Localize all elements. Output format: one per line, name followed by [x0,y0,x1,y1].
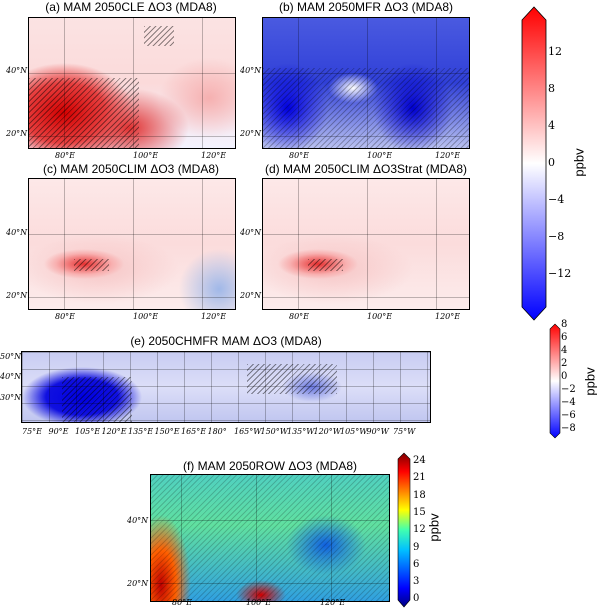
colorbar-1-tick: 12 [548,45,562,58]
panel-c-lon: 120°E [201,312,227,321]
panel-f-map [150,474,390,602]
panel-e-lon-label: 150°W [260,427,289,436]
colorbar-3-tick: 21 [413,472,426,484]
panel-a-lat-20: 20°N [6,129,28,138]
panel-a-lon: 100°E [133,151,159,160]
colorbar-3-tick: 0 [413,593,420,605]
colorbar-3-tick: 12 [413,524,426,536]
colorbar-1-tick: −8 [548,230,565,243]
panel-c-lat-40: 40°N [6,228,28,237]
colorbar-3-tick: 24 [413,455,426,466]
panel-c-lat-20: 20°N [6,291,28,300]
panel-e-lat: 40°N [0,372,22,381]
panel-b-lat-40: 40°N [240,66,262,75]
panel-e-lon-label: 135°W [287,427,315,436]
colorbar-3-unit: ppbv [426,513,442,542]
panel-e-lon-label: 75°W [393,427,416,436]
panel-e-lon-label: 90°E [48,427,69,436]
panel-a-map [28,17,236,149]
colorbar-3-tick: 15 [413,506,426,518]
panel-e-lon-label: 180° [207,427,227,436]
panel-c-lon: 80°E [55,312,76,321]
colorbar-1-tick: −4 [548,193,565,206]
panel-e-lon-label: 90°W [366,427,389,436]
panel-c-map [28,178,236,310]
colorbar-3-tick: 18 [413,489,426,501]
panel-e-lon-label: 120°W [313,427,342,436]
panel-f-lat-20: 20°N [127,579,149,588]
panel-d-map [262,178,470,310]
colorbar-2-tick: −8 [561,423,576,434]
panel-d-lat-40: 40°N [240,228,262,237]
colorbar-1-tick: −12 [548,267,572,280]
colorbar-2-tick: 0 [561,371,568,382]
colorbar-2-tick: 4 [561,345,568,356]
panel-b-map [262,17,470,149]
panel-d-title: (d) MAM 2050CLIM ΔO3Strat (MDA8) [264,162,468,176]
panel-f-title: (f) MAM 2050ROW ΔO3 (MDA8) [182,459,358,473]
panel-f-lon: 120°E [320,598,346,607]
panel-e-lon-label: 105°W [340,427,368,436]
panel-c-title: (c) MAM 2050CLIM ΔO3 (MDA8) [42,162,220,176]
colorbar-2-tick: −2 [561,384,576,395]
panel-b-lon: 120°E [435,151,461,160]
colorbar-3-tick: 3 [413,576,420,588]
panel-b-lon: 80°E [289,151,310,160]
panel-b-lon: 100°E [367,151,393,160]
panel-e-lon-label: 165°E [181,427,207,436]
colorbar-2-tick: 2 [561,358,568,369]
panel-f-lat-40: 40°N [127,516,149,525]
panel-a-lon: 80°E [55,151,76,160]
panel-e-lon-label: 165°W [234,427,262,436]
panel-b-title: (b) MAM 2050MFR ΔO3 (MDA8) [278,0,454,14]
panel-e-lon-label: 75°E [22,427,43,436]
colorbar-1-tick: 4 [548,119,555,132]
panel-e-lon-label: 150°E [154,427,180,436]
panel-d-lon: 100°E [367,312,393,321]
colorbar-1-tick: 0 [548,156,555,169]
panel-e-map [21,351,431,423]
colorbar-2-unit: ppbv [582,367,598,396]
colorbar-3-tick: 6 [413,558,420,570]
colorbar-1-unit: ppbv [571,148,587,177]
colorbar-3 [397,452,411,608]
panel-d-lat-20: 20°N [240,291,262,300]
colorbar-2-tick: −6 [561,410,576,421]
panel-e-lat: 30°N [0,393,22,402]
panel-e-title: (e) 2050CHMFR MAM ΔO3 (MDA8) [130,334,322,348]
panel-b-lat-20: 20°N [240,129,262,138]
panel-f-lon: 100°E [246,598,272,607]
colorbar-2-tick: −4 [561,397,576,408]
panel-a-lat-40: 40°N [6,66,28,75]
colorbar-2 [549,323,561,439]
colorbar-2-tick: 8 [561,319,568,330]
panel-c-lon: 100°E [133,312,159,321]
colorbar-2-tick: 6 [561,332,568,343]
panel-a-lon: 120°E [201,151,227,160]
panel-a-title: (a) MAM 2050CLE ΔO3 (MDA8) [45,0,217,14]
panel-e-lon-label: 135°E [128,427,154,436]
panel-d-lon: 80°E [289,312,310,321]
panel-d-lon: 120°E [435,312,461,321]
panel-e-lon-label: 105°E [75,427,101,436]
colorbar-1 [521,6,547,321]
panel-e-lon-label: 120°E [101,427,127,436]
panel-e-lat: 50°N [0,352,22,361]
colorbar-3-tick: 9 [413,541,420,553]
colorbar-1-tick: 8 [548,82,555,95]
panel-f-lon: 80°E [172,598,193,607]
